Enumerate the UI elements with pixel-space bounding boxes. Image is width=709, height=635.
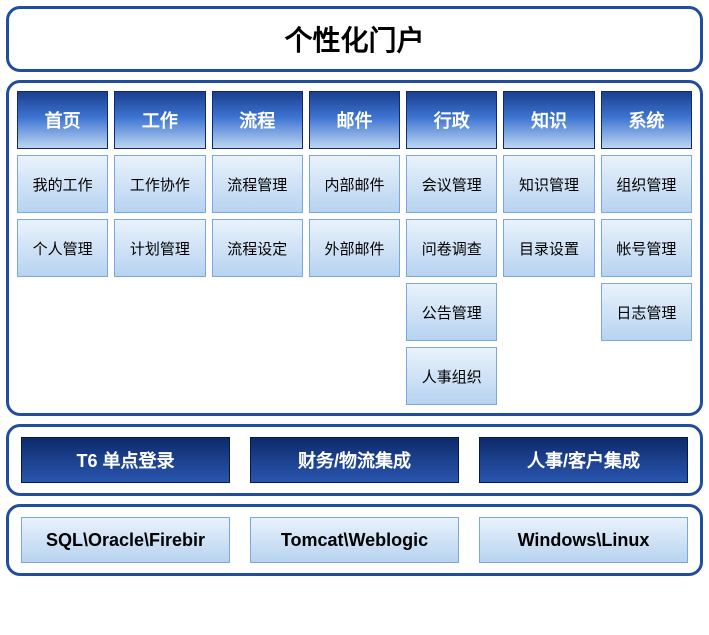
module-grid-panel: 首页工作流程邮件行政知识系统我的工作工作协作流程管理内部邮件会议管理知识管理组织… xyxy=(6,80,703,416)
grid-cell-1-3[interactable]: 外部邮件 xyxy=(309,219,400,277)
grid-cell-0-4[interactable]: 会议管理 xyxy=(406,155,497,213)
grid-cell-1-5[interactable]: 目录设置 xyxy=(503,219,594,277)
grid-header-6[interactable]: 系统 xyxy=(601,91,692,149)
module-grid: 首页工作流程邮件行政知识系统我的工作工作协作流程管理内部邮件会议管理知识管理组织… xyxy=(17,91,692,405)
grid-cell-1-2[interactable]: 流程设定 xyxy=(212,219,303,277)
grid-header-1[interactable]: 工作 xyxy=(114,91,205,149)
grid-cell-2-6[interactable]: 日志管理 xyxy=(601,283,692,341)
grid-cell-0-1[interactable]: 工作协作 xyxy=(114,155,205,213)
integration-btn-1[interactable]: 财务/物流集成 xyxy=(250,437,459,483)
grid-header-0[interactable]: 首页 xyxy=(17,91,108,149)
grid-cell-0-6[interactable]: 组织管理 xyxy=(601,155,692,213)
grid-header-4[interactable]: 行政 xyxy=(406,91,497,149)
platform-btn-0[interactable]: SQL\Oracle\Firebir xyxy=(21,517,230,563)
integration-btn-0[interactable]: T6 单点登录 xyxy=(21,437,230,483)
grid-cell-3-4[interactable]: 人事组织 xyxy=(406,347,497,405)
grid-header-3[interactable]: 邮件 xyxy=(309,91,400,149)
integration-panel: T6 单点登录财务/物流集成人事/客户集成 xyxy=(6,424,703,496)
grid-cell-0-3[interactable]: 内部邮件 xyxy=(309,155,400,213)
grid-cell-1-6[interactable]: 帐号管理 xyxy=(601,219,692,277)
title-panel: 个性化门户 xyxy=(6,6,703,72)
platform-panel: SQL\Oracle\Firebir Tomcat\Weblogic Windows… xyxy=(6,504,703,576)
title-text: 个性化门户 xyxy=(284,25,424,56)
grid-cell-1-4[interactable]: 问卷调查 xyxy=(406,219,497,277)
grid-cell-0-0[interactable]: 我的工作 xyxy=(17,155,108,213)
platform-btn-1[interactable]: Tomcat\Weblogic xyxy=(250,517,459,563)
grid-cell-1-1[interactable]: 计划管理 xyxy=(114,219,205,277)
grid-cell-1-0[interactable]: 个人管理 xyxy=(17,219,108,277)
grid-cell-2-4[interactable]: 公告管理 xyxy=(406,283,497,341)
grid-cell-0-5[interactable]: 知识管理 xyxy=(503,155,594,213)
grid-header-2[interactable]: 流程 xyxy=(212,91,303,149)
platform-btn-2[interactable]: Windows\Linux xyxy=(479,517,688,563)
grid-header-5[interactable]: 知识 xyxy=(503,91,594,149)
grid-cell-0-2[interactable]: 流程管理 xyxy=(212,155,303,213)
integration-btn-2[interactable]: 人事/客户集成 xyxy=(479,437,688,483)
